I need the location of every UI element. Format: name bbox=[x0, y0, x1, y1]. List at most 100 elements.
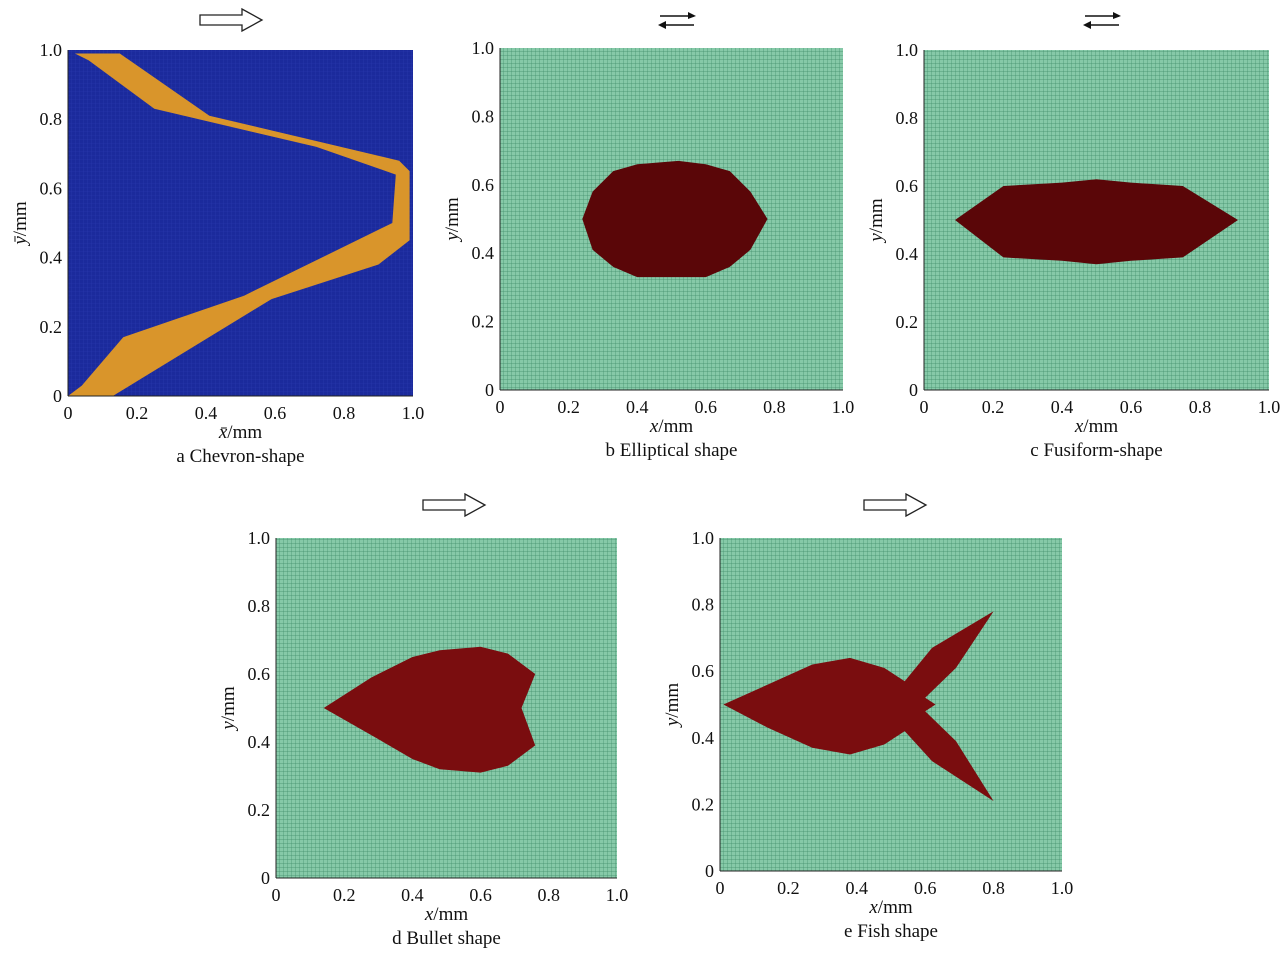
y-axis-unit: /mm bbox=[10, 201, 31, 236]
x-axis-variable: x bbox=[1074, 416, 1084, 437]
y-tick-label: 0.4 bbox=[896, 244, 919, 264]
panel-c: 0 0.2 0.4 0.6 0.8 1.000.20.40.60.81.0x/mmy/mm… bbox=[866, 12, 1280, 461]
x-tick-label: 1.0 bbox=[402, 403, 425, 423]
y-tick-label: 0.8 bbox=[896, 108, 919, 128]
y-axis-variable: y bbox=[662, 717, 683, 728]
y-axis-label: y/mm bbox=[866, 198, 887, 243]
x-axis-label: x/mm bbox=[424, 904, 468, 925]
y-tick-label: 0.8 bbox=[692, 595, 715, 615]
x-tick-label: 0.4 bbox=[401, 885, 424, 905]
y-tick-label: 0 bbox=[705, 861, 714, 881]
y-tick-label: 0.2 bbox=[472, 312, 495, 332]
x-axis-variable: x bbox=[649, 416, 659, 437]
x-tick-label: 0.8 bbox=[1189, 397, 1212, 417]
x-axis-unit: /mm bbox=[878, 897, 913, 918]
x-tick-label: 0.4 bbox=[195, 403, 218, 423]
y-tick-label: 0.8 bbox=[248, 596, 271, 616]
y-tick-label: 0.8 bbox=[40, 109, 63, 129]
x-tick-label: 0.2 bbox=[777, 878, 800, 898]
y-tick-label: 0.2 bbox=[40, 317, 63, 337]
y-axis-label: y/mm bbox=[442, 197, 463, 242]
y-axis-label: y/mm bbox=[662, 683, 683, 728]
y-axis-unit: /mm bbox=[442, 197, 463, 232]
y-tick-label: 0.4 bbox=[40, 248, 63, 268]
y-axis-variable: y bbox=[218, 721, 239, 732]
panel-caption: e Fish shape bbox=[844, 921, 938, 942]
y-tick-label: 0 bbox=[909, 380, 918, 400]
y-axis-variable: ȳ bbox=[10, 236, 31, 247]
bidirectional-flow-arrow-icon bbox=[658, 12, 696, 29]
y-axis-variable: y bbox=[866, 233, 887, 244]
x-tick-label: 0.8 bbox=[538, 885, 561, 905]
y-tick-label: 0.4 bbox=[472, 243, 495, 263]
x-tick-label: 0.2 bbox=[126, 403, 149, 423]
y-axis-variable: y bbox=[442, 232, 463, 243]
x-tick-label: 0.2 bbox=[557, 397, 580, 417]
x-tick-label: 1.0 bbox=[606, 885, 629, 905]
flow-direction-arrow-icon bbox=[199, 7, 264, 33]
x-tick-label: 0 bbox=[920, 397, 929, 417]
y-axis-label: ȳ/mm bbox=[10, 201, 31, 246]
y-axis-unit: /mm bbox=[866, 198, 887, 233]
x-axis-unit: /mm bbox=[658, 416, 693, 437]
x-tick-label: 0.2 bbox=[333, 885, 356, 905]
shape-region-b bbox=[582, 160, 768, 278]
y-tick-label: 0.8 bbox=[472, 106, 495, 126]
x-tick-label: 0.6 bbox=[914, 878, 937, 898]
y-tick-label: 0 bbox=[485, 380, 494, 400]
panel-b: 0 0.2 0.4 0.6 0.8 1.000.20.40.60.81.0x/mmy/mm… bbox=[442, 12, 854, 461]
y-tick-label: 0.6 bbox=[40, 178, 63, 198]
x-tick-label: 0.8 bbox=[763, 397, 786, 417]
y-axis-unit: /mm bbox=[662, 683, 683, 718]
y-tick-label: 0.2 bbox=[896, 312, 919, 332]
x-axis-variable: x bbox=[868, 897, 878, 918]
x-tick-label: 0.4 bbox=[846, 878, 869, 898]
panel-e: 0 0.2 0.4 0.6 0.8 1.000.20.40.60.81.0x/mmy/mm… bbox=[662, 492, 1074, 942]
x-axis-variable: x̄ bbox=[218, 422, 228, 443]
panel-caption: c Fusiform-shape bbox=[1030, 440, 1162, 461]
panel-a: 0 0.2 0.4 0.6 0.8 1.000.20.40.60.81.0x̄/mmȳ/m… bbox=[10, 7, 425, 467]
x-tick-label: 0.2 bbox=[982, 397, 1005, 417]
x-axis-unit: /mm bbox=[433, 904, 468, 925]
x-axis-label: x̄/mm bbox=[218, 422, 262, 443]
y-tick-label: 1.0 bbox=[40, 40, 63, 60]
x-tick-label: 0 bbox=[496, 397, 505, 417]
x-axis-label: x/mm bbox=[868, 897, 912, 918]
panel-caption: a Chevron-shape bbox=[176, 446, 304, 467]
shape-region-e bbox=[723, 611, 994, 802]
y-tick-label: 0.6 bbox=[472, 175, 495, 195]
x-tick-label: 0 bbox=[716, 878, 725, 898]
x-tick-label: 1.0 bbox=[832, 397, 855, 417]
shape-region-c bbox=[955, 179, 1238, 265]
y-tick-label: 0.2 bbox=[692, 794, 715, 814]
y-tick-label: 0.4 bbox=[692, 728, 715, 748]
x-tick-label: 0 bbox=[64, 403, 73, 423]
x-axis-label: x/mm bbox=[1074, 416, 1118, 437]
x-tick-label: 0.6 bbox=[264, 403, 287, 423]
x-axis-unit: /mm bbox=[1083, 416, 1118, 437]
y-tick-label: 0.2 bbox=[248, 800, 271, 820]
x-axis-label: x/mm bbox=[649, 416, 693, 437]
y-axis-unit: /mm bbox=[218, 686, 239, 721]
x-tick-label: 0.8 bbox=[333, 403, 356, 423]
y-tick-label: 0.6 bbox=[692, 661, 715, 681]
x-axis-variable: x bbox=[424, 904, 434, 925]
y-tick-label: 0.6 bbox=[248, 664, 271, 684]
y-tick-label: 1.0 bbox=[472, 38, 495, 58]
flow-direction-arrow-icon bbox=[422, 492, 487, 518]
panel-caption: d Bullet shape bbox=[392, 928, 501, 949]
y-tick-label: 0.6 bbox=[896, 176, 919, 196]
y-tick-label: 1.0 bbox=[248, 528, 271, 548]
x-tick-label: 0 bbox=[272, 885, 281, 905]
x-tick-label: 0.6 bbox=[469, 885, 492, 905]
x-axis-unit: /mm bbox=[227, 422, 262, 443]
x-tick-label: 0.6 bbox=[1120, 397, 1143, 417]
x-tick-label: 0.4 bbox=[626, 397, 649, 417]
panel-d: 0 0.2 0.4 0.6 0.8 1.000.20.40.60.81.0x/mmy/mm… bbox=[218, 492, 629, 949]
y-tick-label: 1.0 bbox=[896, 40, 919, 60]
x-tick-label: 1.0 bbox=[1051, 878, 1074, 898]
shape-region-d bbox=[323, 646, 536, 773]
bidirectional-flow-arrow-icon bbox=[1083, 12, 1121, 29]
flow-direction-arrow-icon bbox=[863, 492, 928, 518]
